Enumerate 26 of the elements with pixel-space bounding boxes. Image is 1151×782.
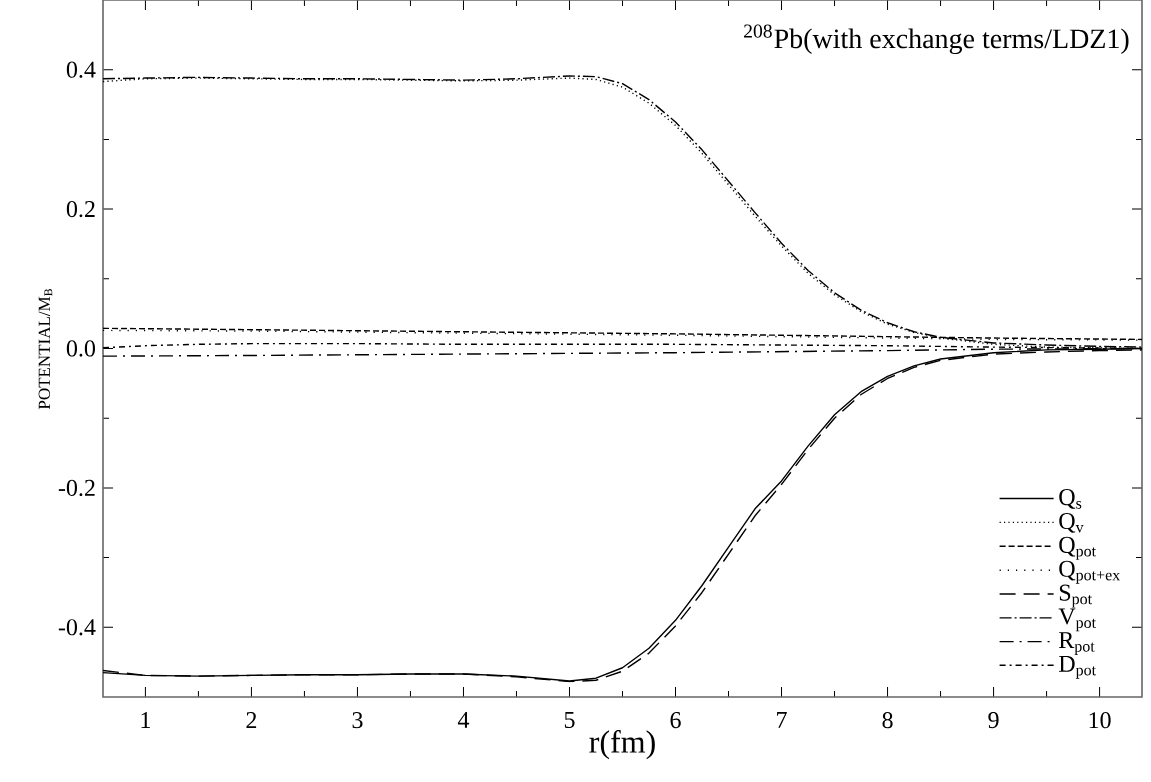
- y-tick-label: -0.2: [58, 479, 95, 497]
- legend-label: V$_{pot}$: [1058, 608, 1096, 632]
- x-tick-label: 3: [352, 712, 363, 729]
- legend-label: Q$_{v}$: [1059, 512, 1084, 533]
- y-tick-label: 0.2: [66, 200, 95, 218]
- legend-label: R$_{pot}$: [1058, 632, 1095, 655]
- x-tick-label: 2: [246, 712, 257, 728]
- x-tick-label: 7: [777, 712, 787, 728]
- y-tick-label: -0.4: [58, 619, 96, 636]
- x-tick-label: 5: [564, 712, 575, 728]
- annotation: $^{208}$Pb(with exchange terms/LDZ1): [744, 24, 1129, 55]
- x-tick-label: 1: [141, 712, 150, 728]
- legend-label: Q$_{s}$: [1059, 489, 1082, 509]
- legend-label: Q$_{pot+ex}$: [1059, 560, 1121, 584]
- x-tick-label: 8: [882, 712, 893, 729]
- x-tick-label: 6: [670, 712, 681, 729]
- y-tick-label: 0.0: [66, 340, 96, 357]
- x-axis-title: r(fm): [589, 730, 655, 760]
- y-axis-title: POTENTIAL/M$_{B}$: [38, 288, 53, 410]
- legend-label: D$_{pot}$: [1058, 655, 1096, 679]
- y-tick-label: 0.4: [66, 61, 96, 78]
- x-tick-label: 10: [1089, 712, 1111, 729]
- x-tick-label: 9: [988, 712, 999, 729]
- legend-label: Q$_{pot}$: [1059, 536, 1096, 560]
- x-tick-label: 4: [457, 712, 470, 728]
- legend-label: S$_{pot}$: [1059, 584, 1093, 608]
